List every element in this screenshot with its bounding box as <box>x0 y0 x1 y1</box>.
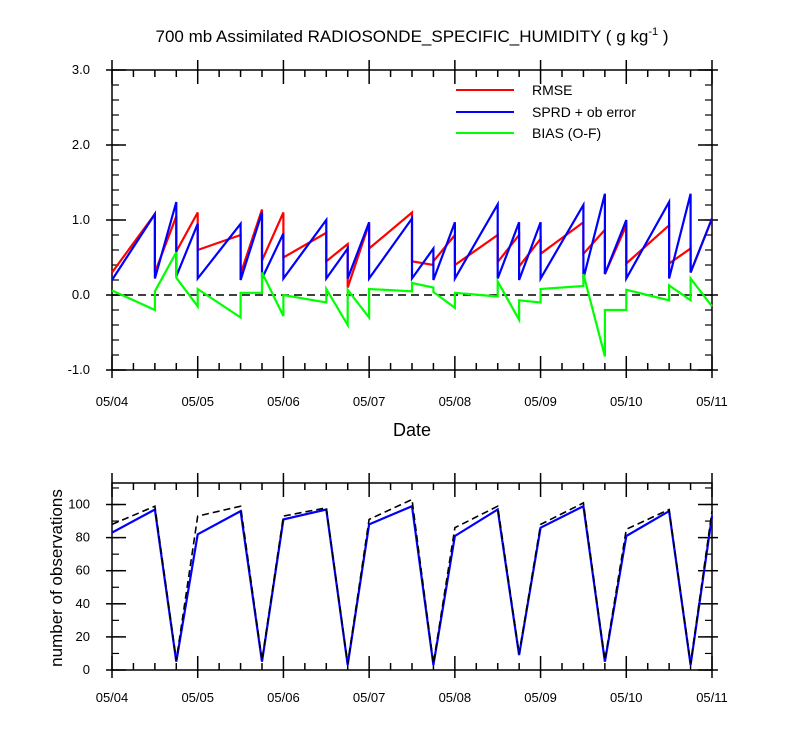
bottom-x-tick-label: 05/07 <box>353 690 386 705</box>
bottom-x-tick-label: 05/05 <box>181 690 214 705</box>
bottom-panel: 05/04 05/05 05/06 05/07 05/08 05/09 05/10 05/11… <box>47 473 728 705</box>
bottom-x-tick-label: 05/09 <box>524 690 557 705</box>
bottom-y-tick-label: 20 <box>76 629 90 644</box>
top-series-lines <box>111 193 714 357</box>
top-x-tick-label: 05/06 <box>267 394 300 409</box>
bottom-x-tick-label: 05/06 <box>267 690 300 705</box>
top-x-tick-label: 05/04 <box>96 394 129 409</box>
series-line-bias-o-f <box>111 251 713 357</box>
legend-label-bias: BIAS (O-F) <box>532 125 601 141</box>
top-x-tick-label: 05/11 <box>696 394 728 409</box>
series-line-assimilated-observations <box>111 504 714 666</box>
bottom-y-tick-label: 0 <box>83 662 90 677</box>
top-x-tick-label: 05/10 <box>610 394 643 409</box>
top-x-tick-label: 05/05 <box>181 394 214 409</box>
top-y-tick-label: 3.0 <box>72 62 90 77</box>
top-axis-ticks: 05/04 05/05 05/06 05/07 05/08 05/09 05/10 05/11… <box>68 60 728 409</box>
series-line-sprd-ob-error <box>111 193 714 283</box>
bottom-y-tick-label: 40 <box>76 596 90 611</box>
legend: RMSE SPRD + ob error BIAS (O-F) <box>456 82 636 141</box>
title-superscript: -1 <box>648 26 658 38</box>
chart-title: 700 mb Assimilated RADIOSONDE_SPECIFIC_H… <box>156 26 669 46</box>
bottom-x-tick-label: 05/11 <box>696 690 728 705</box>
bottom-x-tick-label: 05/10 <box>610 690 643 705</box>
bottom-axis-ticks: 05/04 05/05 05/06 05/07 05/08 05/09 05/10 05/11… <box>68 473 728 705</box>
top-y-tick-label: -1.0 <box>68 362 90 377</box>
top-x-tick-label: 05/07 <box>353 394 386 409</box>
legend-label-sprd: SPRD + ob error <box>532 104 636 120</box>
bottom-y-tick-label: 80 <box>76 530 90 545</box>
bottom-y-tick-label: 60 <box>76 563 90 578</box>
bottom-x-tick-label: 05/08 <box>439 690 472 705</box>
y-axis-title-observations: number of observations <box>47 489 66 667</box>
legend-label-rmse: RMSE <box>532 82 572 98</box>
bottom-y-tick-label: 100 <box>68 497 90 512</box>
series-line-total-observations <box>111 498 713 664</box>
bottom-series-lines <box>111 498 714 666</box>
top-y-tick-label: 0.0 <box>72 287 90 302</box>
bottom-x-tick-label: 05/04 <box>96 690 129 705</box>
top-panel: 05/04 05/05 05/06 05/07 05/08 05/09 05/10 05/11… <box>68 60 728 440</box>
top-x-tick-label: 05/08 <box>439 394 472 409</box>
top-x-tick-label: 05/09 <box>524 394 557 409</box>
title-text: 700 mb Assimilated RADIOSONDE_SPECIFIC_H… <box>156 27 649 46</box>
x-axis-title: Date <box>393 420 431 440</box>
title-tail: ) <box>658 27 668 46</box>
top-y-tick-label: 1.0 <box>72 212 90 227</box>
top-y-tick-label: 2.0 <box>72 137 90 152</box>
